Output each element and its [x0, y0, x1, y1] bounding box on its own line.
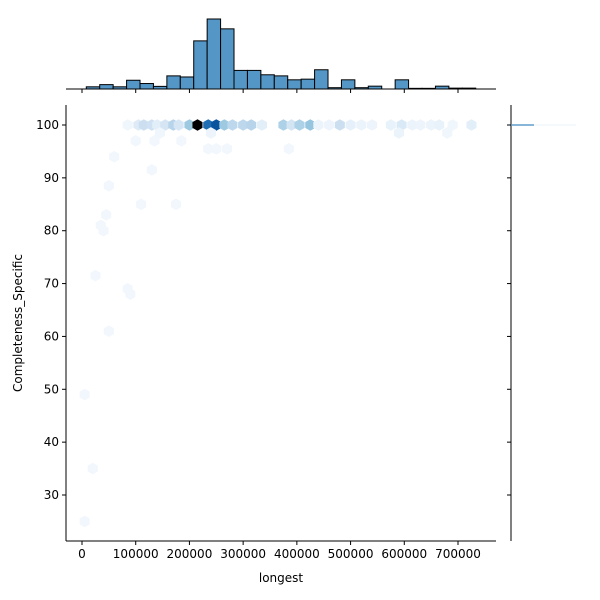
hexbin-cell — [324, 119, 335, 131]
x-tick-label: 0 — [78, 547, 86, 561]
hexbin-cell — [103, 325, 114, 337]
hexbin-cell — [434, 119, 445, 131]
histogram-bar — [126, 79, 141, 90]
hexbin-cell — [466, 119, 477, 131]
hexbin-cell — [278, 119, 289, 131]
hexbin-cell — [170, 198, 182, 211]
histogram-bar — [139, 83, 154, 90]
histogram-bar — [179, 76, 195, 90]
hexbin-cell — [407, 119, 418, 131]
histogram-bar — [166, 75, 181, 90]
hexbin-cell — [146, 164, 157, 176]
hexbin-cell — [334, 119, 345, 131]
marginal-y-bar-faint — [534, 124, 576, 126]
y-tick-label: 70 — [44, 277, 59, 291]
hexbin-cell — [87, 462, 98, 475]
hexbin-cell — [345, 119, 356, 131]
x-tick-label: 400000 — [274, 547, 320, 561]
histogram-bar — [206, 18, 222, 90]
hexbin-cell — [256, 119, 267, 131]
hexbin-cell — [90, 269, 101, 282]
y-tick-label: 40 — [44, 435, 59, 449]
x-tick-label: 700000 — [435, 547, 481, 561]
hexbin-cell — [313, 119, 324, 131]
hexbin-cell — [130, 135, 141, 147]
hexbin-cell — [154, 127, 165, 139]
hexbin-cell — [211, 119, 222, 131]
hexbin-cell — [426, 119, 437, 131]
marginal-y-bar — [511, 124, 534, 126]
hexbin-cell — [219, 119, 230, 131]
hexbin-cell — [184, 119, 195, 131]
histogram-bar — [233, 69, 248, 90]
marginal-x-histogram — [85, 18, 477, 90]
histogram-bar — [246, 69, 262, 90]
hexbin-cell — [442, 127, 453, 139]
hexbin-cell — [125, 288, 136, 300]
hexbin-cell — [415, 119, 426, 131]
hexbin-cell — [122, 119, 133, 131]
x-axis-label: longest — [259, 571, 304, 585]
hexbin-cell — [101, 209, 112, 221]
y-tick-label: 80 — [44, 224, 59, 238]
hexbin-cell — [211, 142, 222, 155]
histogram-bar — [340, 79, 356, 90]
histogram-bar — [273, 75, 289, 90]
hexbin-cell — [283, 142, 294, 155]
histogram-bar — [314, 69, 329, 90]
hexbin-cell — [109, 150, 120, 163]
x-tick-label: 300000 — [220, 547, 266, 561]
hexbin-cell — [160, 119, 171, 131]
y-tick-label: 90 — [44, 171, 59, 185]
histogram-bar — [300, 78, 316, 90]
hexbin-cell — [149, 135, 160, 147]
hexbin-cell — [294, 119, 305, 131]
marginal-y-histogram — [507, 105, 576, 541]
histogram-bar — [260, 74, 275, 90]
hexbin-cell — [367, 119, 378, 131]
histogram-bar — [287, 79, 302, 90]
main-axes: 0 100000 200000 300000 400000 500000 600000 700… — [36, 105, 496, 561]
hexbin-cell — [79, 515, 90, 528]
histogram-bar — [193, 40, 208, 90]
hexbin-cell — [385, 119, 396, 131]
hexbin-cell — [238, 119, 249, 131]
hexbin-cell — [286, 119, 297, 131]
histogram-bar — [394, 79, 410, 90]
y-tick-label: 50 — [44, 382, 59, 396]
hexbin-cell — [393, 127, 404, 139]
hexbin-cell — [173, 119, 184, 131]
x-tick-label: 100000 — [113, 547, 159, 561]
hexbin-cell — [356, 119, 367, 131]
hexbin-cell — [227, 119, 238, 131]
hexbin-cell — [98, 224, 109, 237]
hexbin-cell — [138, 119, 149, 131]
hexbin-cell — [305, 119, 316, 131]
y-tick-label: 100 — [36, 118, 59, 132]
hexbin-cell — [203, 142, 214, 155]
x-tick-label: 600000 — [381, 547, 427, 561]
hexbin-cell — [192, 119, 203, 131]
hexbin-cell — [447, 119, 458, 131]
y-tick-label: 30 — [44, 488, 59, 502]
hexbin-cell — [246, 119, 257, 131]
y-tick-label: 60 — [44, 329, 59, 343]
hexbin-cell — [79, 388, 90, 401]
hexbin-cell — [103, 179, 114, 192]
x-tick-label: 200000 — [167, 547, 213, 561]
hexbin-cell — [222, 142, 233, 155]
hexbin-cell — [136, 198, 147, 211]
marginal-x-axis — [66, 88, 496, 93]
hexbin-cell — [205, 127, 216, 139]
x-tick-label: 500000 — [328, 547, 374, 561]
histogram-bar — [220, 28, 235, 90]
histogram-bar — [99, 84, 114, 90]
y-axis-label: Completeness_Specific — [11, 254, 25, 392]
hexbin-cell — [176, 135, 187, 147]
hexbin-layer — [79, 119, 477, 528]
